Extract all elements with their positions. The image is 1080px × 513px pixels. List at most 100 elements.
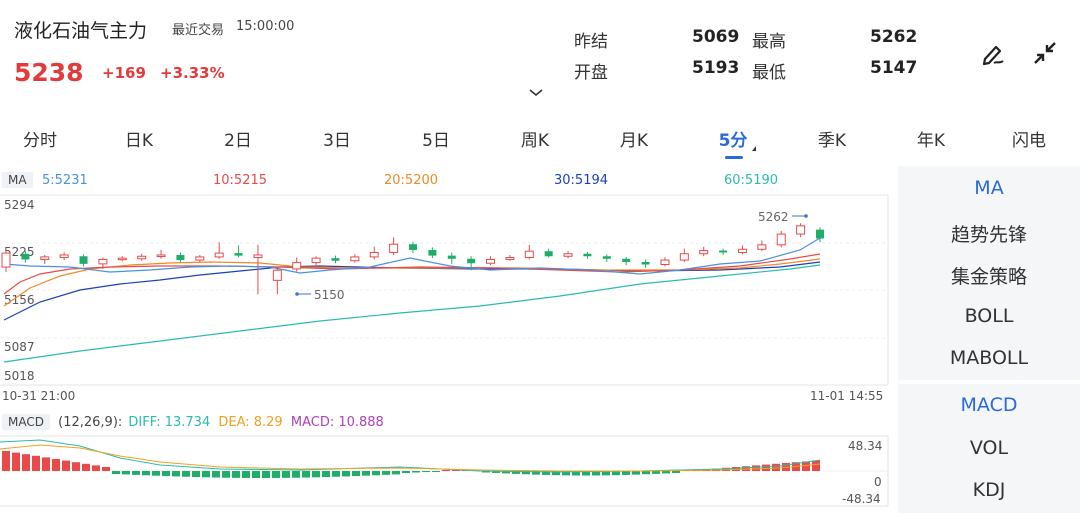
macd-bar: [802, 461, 810, 471]
tab-quarterly-k[interactable]: 季K: [817, 131, 847, 151]
macd-bar: [332, 471, 340, 477]
macd-bar: [502, 471, 510, 474]
tab-daily-k[interactable]: 日K: [124, 131, 154, 151]
macd-bar: [382, 471, 390, 475]
candle-body: [563, 253, 573, 257]
macd-scale-top: 48.34: [848, 439, 882, 453]
indicator-trend-pioneer[interactable]: 趋势先锋: [950, 224, 1027, 246]
ma20-value: 20:5200: [384, 173, 439, 188]
macd-bar: [452, 470, 460, 471]
candle-body: [1, 252, 11, 268]
tab-2-day[interactable]: 2日: [224, 131, 252, 151]
macd-bar: [52, 459, 60, 471]
start-time-label: 10-31 21:00: [2, 389, 75, 403]
open-value: 5193: [692, 58, 740, 78]
low-value: 5147: [870, 58, 918, 78]
draw-icon[interactable]: [976, 36, 1010, 70]
tab-yearly-k[interactable]: 年K: [916, 131, 946, 151]
candle-body: [389, 243, 399, 253]
candle-body: [272, 269, 282, 281]
candle-body: [467, 258, 476, 264]
collapse-icon[interactable]: [1028, 36, 1062, 70]
macd-bar: [402, 471, 410, 473]
prev-close-label: 昨结: [574, 32, 608, 52]
indicator-ma[interactable]: MA: [974, 177, 1004, 199]
macd-bar: [432, 471, 440, 472]
macd-bar: [102, 467, 110, 471]
kline-chart[interactable]: MA 5:5231 10:5215 20:5200 30:5194 60:519…: [0, 166, 890, 513]
ma10-value: 10:5215: [213, 173, 268, 188]
prev-close-value: 5069: [692, 27, 740, 47]
last-trade-label: 最近交易: [172, 23, 225, 38]
candle-body: [176, 254, 185, 261]
candle-body: [214, 252, 224, 258]
tab-flash[interactable]: 闪电: [1012, 131, 1046, 151]
macd-bar: [322, 471, 330, 478]
candle-body: [583, 253, 592, 257]
macd-bar: [652, 471, 660, 474]
macd-bar: [632, 471, 640, 475]
candle-body: [679, 253, 689, 261]
macd-bar: [362, 471, 370, 476]
macd-bar: [342, 471, 350, 477]
y-tick-label: 5087: [4, 340, 35, 354]
candle-body: [428, 249, 437, 256]
indicator-panel-divider: [898, 380, 1080, 384]
tab-weekly-k[interactable]: 周K: [520, 131, 550, 151]
macd-bar: [482, 471, 490, 473]
macd-bar: [492, 471, 500, 473]
tab-5-minute[interactable]: 5分: [718, 131, 748, 151]
macd-bar: [742, 466, 750, 471]
tab-monthly-k[interactable]: 月K: [619, 131, 649, 151]
candle-body: [311, 257, 321, 264]
macd-scale-zero: 0: [874, 475, 882, 489]
macd-legend: MACD (12,26,9): DIFF: 13.734 DEA: 8.29 M…: [0, 414, 384, 430]
period-tabs: 分时 日K 2日 3日 5日 周K 月K 5分 季K 年K 闪电: [0, 118, 1080, 162]
tab-intraday[interactable]: 分时: [23, 131, 57, 151]
indicator-boll[interactable]: BOLL: [964, 305, 1014, 327]
indicator-gold-strategy[interactable]: 集金策略: [950, 266, 1027, 288]
macd-bar: [282, 471, 290, 478]
period-dropdown-caret-icon[interactable]: [752, 146, 756, 151]
macd-diff-value: DIFF: 13.734: [128, 415, 211, 430]
candle-body: [622, 258, 631, 262]
macd-bar: [62, 460, 70, 471]
indicator-macd[interactable]: MACD: [960, 394, 1018, 416]
candle-body: [486, 258, 496, 264]
macd-bar: [132, 471, 140, 475]
price-change-percent: +3.33%: [160, 64, 225, 82]
indicator-vol[interactable]: VOL: [969, 437, 1009, 459]
candle-body: [505, 257, 515, 260]
indicator-kdj[interactable]: KDJ: [972, 479, 1006, 501]
macd-macd-value: MACD: 10.888: [290, 415, 384, 430]
y-tick-label: 5156: [4, 293, 35, 307]
macd-bar: [32, 455, 40, 471]
macd-tag[interactable]: MACD: [2, 414, 50, 430]
candle-body: [292, 262, 302, 270]
tab-5-day[interactable]: 5日: [422, 131, 450, 151]
candle-body: [776, 233, 786, 246]
expand-quotes-chevron-icon[interactable]: [528, 88, 544, 98]
macd-bar: [202, 471, 210, 478]
macd-bar: [392, 471, 400, 475]
y-tick-label: 5294: [4, 198, 35, 212]
candle-body: [602, 256, 611, 259]
ma5-value: 5:5231: [42, 173, 88, 188]
quote-header: 液化石油气主力 最近交易 15:00:00 5238 +169 +3.33% 昨…: [0, 0, 1080, 112]
ma-tag[interactable]: MA: [2, 172, 33, 188]
ma20-line: [3, 258, 821, 307]
candle-body: [156, 254, 166, 257]
open-label: 开盘: [574, 63, 608, 83]
candle-body: [369, 251, 379, 258]
macd-bar: [72, 462, 80, 471]
macd-bar: [2, 451, 10, 471]
tab-3-day[interactable]: 3日: [323, 131, 351, 151]
chart-canvas: 5294 5225 5156 5087 5018 10-31 21:00 11-…: [0, 194, 889, 507]
end-time-label: 11-01 14:55: [810, 389, 883, 403]
macd-bar: [172, 471, 180, 477]
candle-body: [195, 256, 205, 261]
macd-bar: [352, 471, 360, 477]
indicator-maboll[interactable]: MABOLL: [949, 347, 1029, 369]
candle-body: [816, 229, 824, 239]
macd-bar: [672, 471, 680, 473]
